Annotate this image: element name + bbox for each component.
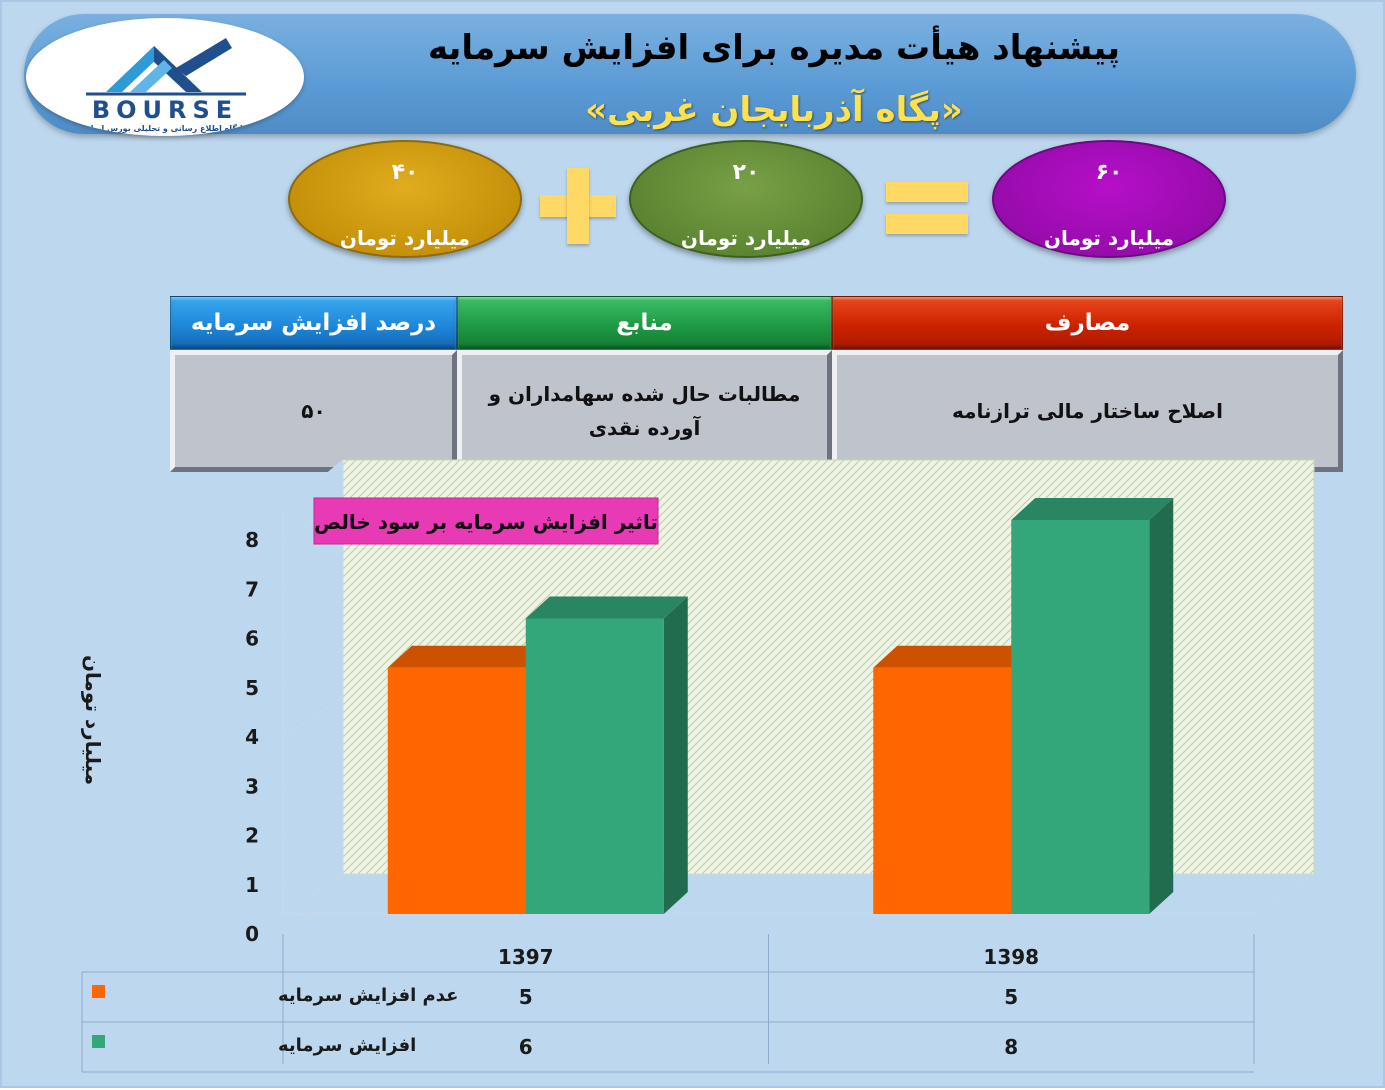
page-title: پیشنهاد هیأت مدیره برای افزایش سرمایه xyxy=(427,28,1121,68)
value-uses: اصلاح ساختار مالی ترازنامه xyxy=(832,350,1343,472)
y-tick-label: 1 xyxy=(245,873,259,897)
bar-front-face xyxy=(1011,520,1150,914)
data-table-value: 8 xyxy=(1004,1035,1018,1059)
value-capital-percent: ۵۰ xyxy=(170,350,457,472)
y-tick-label: 5 xyxy=(245,676,259,700)
chart-side-gridline xyxy=(282,548,344,590)
capital-new-oval: ۶۰ میلیارد تومان xyxy=(992,140,1226,258)
legend-swatch xyxy=(92,1035,105,1048)
y-tick-label: 8 xyxy=(245,528,259,552)
y-tick-label: 2 xyxy=(245,824,259,848)
bar-front-face xyxy=(387,667,526,914)
chart-side-gridline xyxy=(282,844,344,886)
chart-title: تاثیر افزایش سرمایه بر سود خالص xyxy=(314,510,658,534)
bar-side-face xyxy=(1149,498,1174,914)
legend-swatch xyxy=(92,985,105,998)
chart-y-axis: 0 1 2 3 4 5 6 7 8 میلیارد تومان xyxy=(81,528,259,946)
logo-mark-icon xyxy=(86,38,246,96)
logo-wordmark: BOURSE xyxy=(91,96,239,124)
bar-1397-2 xyxy=(525,596,688,914)
chart-title-box: تاثیر افزایش سرمایه بر سود خالص xyxy=(313,497,659,545)
y-tick-label: 3 xyxy=(245,774,259,798)
bar-top-face xyxy=(873,645,1036,668)
chart-bars xyxy=(387,498,1174,914)
chart-side-gridline xyxy=(282,598,344,639)
capital-current-oval: ۴۰ میلیارد تومان xyxy=(288,140,522,258)
bar-1398-1 xyxy=(873,645,1036,914)
chart-side-gridline xyxy=(282,893,344,935)
header-capital-percent: درصد افزایش سرمایه xyxy=(170,296,457,350)
bourse-logo: BOURSE پایگاه اطلاع رسانی و تحلیلی بورس … xyxy=(26,18,304,136)
y-axis-label: میلیارد تومان xyxy=(81,655,105,785)
x-tick-label: 1398 xyxy=(983,945,1039,969)
bar-side-face xyxy=(663,596,688,914)
capital-new-unit: میلیارد تومان xyxy=(1043,226,1175,250)
bar-top-face xyxy=(1011,498,1174,520)
data-table-value: 5 xyxy=(519,985,533,1009)
capital-current-value: ۴۰ xyxy=(391,160,419,185)
y-tick-label: 4 xyxy=(245,725,259,749)
legend-label: عدم افزایش سرمایه xyxy=(278,985,458,1006)
capital-increase-value: ۲۰ xyxy=(732,160,760,185)
logo-tagline: پایگاه اطلاع رسانی و تحلیلی بورس ایران xyxy=(83,124,247,133)
capital-current-unit: میلیارد تومان xyxy=(339,226,471,250)
capital-increase-unit: میلیارد تومان xyxy=(680,226,812,250)
y-tick-label: 6 xyxy=(245,627,259,651)
header-sources: منابع xyxy=(457,296,832,350)
value-sources: مطالبات حال شده سهامداران و آورده نقدی xyxy=(457,350,832,472)
data-table-value: 6 xyxy=(519,1035,533,1059)
capital-increase-oval: ۲۰ میلیارد تومان xyxy=(629,140,863,258)
legend-label: افزایش سرمایه xyxy=(278,1035,416,1056)
y-tick-label: 7 xyxy=(245,577,259,601)
bar-1397-1 xyxy=(387,645,550,914)
chart-side-gridline xyxy=(282,696,344,738)
data-table-value: 5 xyxy=(1004,985,1018,1009)
chart-title-background xyxy=(313,497,659,545)
chart-side-gridline xyxy=(282,745,344,787)
chart-side-gridline xyxy=(282,795,344,836)
header-uses: مصارف xyxy=(832,296,1343,350)
bar-top-face xyxy=(525,596,688,619)
chart-data-table: 1397 1398 عدم افزایش سرمایه 5 5 افزایش سرمایه… xyxy=(81,934,1255,1073)
bar-1398-2 xyxy=(1011,498,1174,914)
bar-top-face xyxy=(387,645,550,668)
bar-front-face xyxy=(525,618,664,914)
bar-front-face xyxy=(873,667,1012,914)
chart-side-gridline xyxy=(282,647,344,689)
capital-new-value: ۶۰ xyxy=(1095,160,1123,185)
y-tick-label: 0 xyxy=(245,922,259,946)
page-subtitle: «پگاه آذربایجان غربی» xyxy=(585,90,963,130)
x-tick-label: 1397 xyxy=(498,945,554,969)
